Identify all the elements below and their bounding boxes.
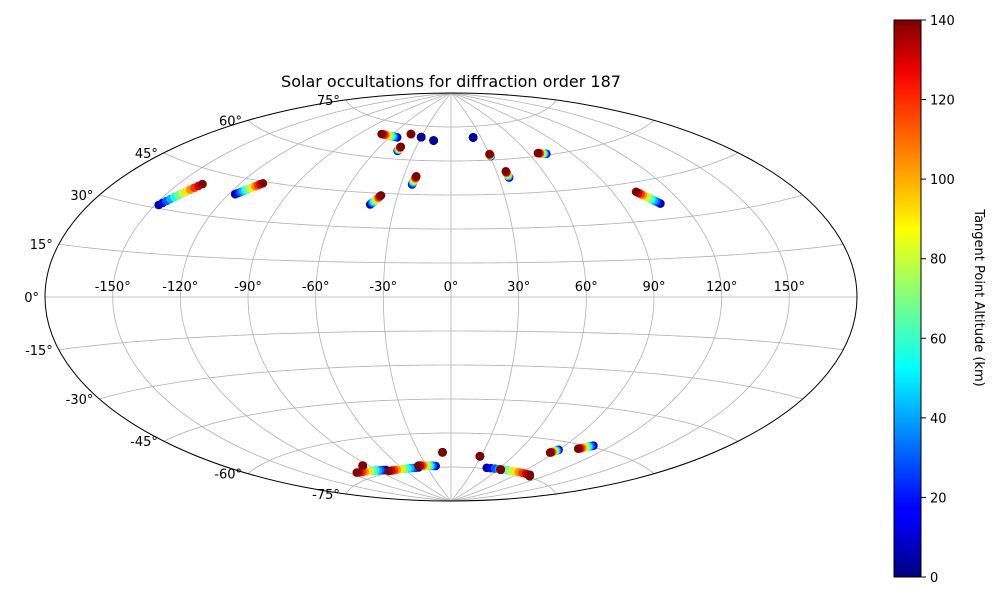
colorbar-tick-label: 0 bbox=[930, 571, 938, 586]
map-grid bbox=[45, 93, 857, 501]
occultation-point bbox=[258, 179, 268, 188]
occultation-point bbox=[414, 461, 423, 470]
parallel-line bbox=[163, 152, 739, 196]
map-boundary bbox=[44, 92, 858, 502]
latitude-tick-label: 0° bbox=[24, 291, 39, 306]
parallel-line bbox=[345, 99, 557, 128]
occultation-point bbox=[468, 133, 478, 142]
occultation-point bbox=[573, 444, 583, 454]
latitude-tick-label: 60° bbox=[219, 114, 242, 129]
occultation-point bbox=[406, 129, 416, 139]
colorbar-tick-label: 60 bbox=[930, 332, 947, 347]
latitude-tick-label: -60° bbox=[214, 468, 242, 483]
longitude-tick-label: -90° bbox=[234, 280, 262, 295]
colorbar: 0 20 40 60 80 100 120 140 Tangent Point Altitud… bbox=[893, 14, 986, 586]
occultation-point bbox=[377, 129, 386, 139]
latitude-tick-label: 75° bbox=[317, 94, 340, 109]
colorbar-gradient bbox=[893, 19, 922, 578]
occultation-point bbox=[525, 471, 534, 481]
latitude-tick-label: -75° bbox=[312, 488, 340, 503]
occultation-point bbox=[352, 468, 362, 477]
longitude-tick-labels: -150° -120° -90° -60° -30° 0° 30° 60° 90° 120° 150… bbox=[95, 280, 805, 295]
colorbar-tick-label: 100 bbox=[930, 173, 955, 188]
occultation-point bbox=[485, 149, 494, 159]
occultation-point bbox=[198, 179, 207, 189]
parallel-line bbox=[99, 194, 803, 230]
occultation-point bbox=[416, 132, 426, 142]
occultation-points bbox=[154, 129, 665, 481]
occultation-point bbox=[358, 461, 368, 471]
parallel-line bbox=[163, 398, 739, 442]
occultation-point bbox=[412, 172, 421, 181]
occultation-point bbox=[475, 452, 485, 461]
longitude-tick-label: 0° bbox=[444, 280, 459, 295]
parallel-line bbox=[58, 330, 844, 351]
latitude-tick-labels: 75° 60° 45° 30° 15° 0° -15° -30° -45° -60° -75° bbox=[24, 94, 340, 503]
latitude-tick-label: 45° bbox=[135, 147, 158, 162]
occultation-point bbox=[396, 142, 406, 152]
colorbar-tick-label: 20 bbox=[930, 491, 947, 506]
longitude-tick-label: 150° bbox=[774, 280, 805, 295]
latitude-tick-label: -45° bbox=[130, 435, 158, 450]
occultation-point bbox=[376, 191, 386, 200]
occultation-point bbox=[438, 448, 447, 457]
longitude-tick-label: 60° bbox=[575, 280, 598, 295]
longitude-tick-label: 120° bbox=[706, 280, 737, 295]
longitude-tick-label: 30° bbox=[507, 280, 530, 295]
chart-title: Solar occultations for diffraction order… bbox=[281, 72, 621, 91]
parallel-line bbox=[345, 466, 557, 495]
longitude-tick-label: 90° bbox=[642, 280, 665, 295]
occultation-point bbox=[631, 187, 641, 197]
parallel-line bbox=[247, 432, 655, 474]
latitude-tick-label: -30° bbox=[66, 393, 94, 408]
longitude-tick-label: -30° bbox=[369, 280, 397, 295]
occultation-point bbox=[429, 136, 438, 145]
occultation-point bbox=[533, 148, 543, 158]
colorbar-label: Tangent Point Altitude (km) bbox=[971, 208, 986, 386]
parallel-line bbox=[58, 243, 844, 264]
occultation-point bbox=[545, 448, 555, 457]
colorbar-tick-label: 120 bbox=[930, 94, 955, 109]
parallel-line bbox=[247, 120, 655, 162]
colorbar-tick-label: 40 bbox=[930, 412, 947, 427]
longitude-tick-label: -120° bbox=[162, 280, 198, 295]
occultation-point bbox=[501, 167, 511, 176]
occultation-point bbox=[384, 466, 394, 476]
latitude-tick-label: 30° bbox=[70, 189, 93, 204]
latitude-tick-label: -15° bbox=[25, 344, 53, 359]
parallel-line bbox=[99, 364, 803, 400]
colorbar-tick-label: 140 bbox=[930, 14, 955, 29]
colorbar-tick-label: 80 bbox=[930, 253, 947, 268]
occultation-point bbox=[496, 465, 505, 474]
longitude-tick-label: -150° bbox=[95, 280, 131, 295]
latitude-tick-label: 15° bbox=[30, 238, 53, 253]
colorbar-ticks: 0 20 40 60 80 100 120 140 bbox=[921, 14, 955, 586]
longitude-tick-label: -60° bbox=[302, 280, 330, 295]
